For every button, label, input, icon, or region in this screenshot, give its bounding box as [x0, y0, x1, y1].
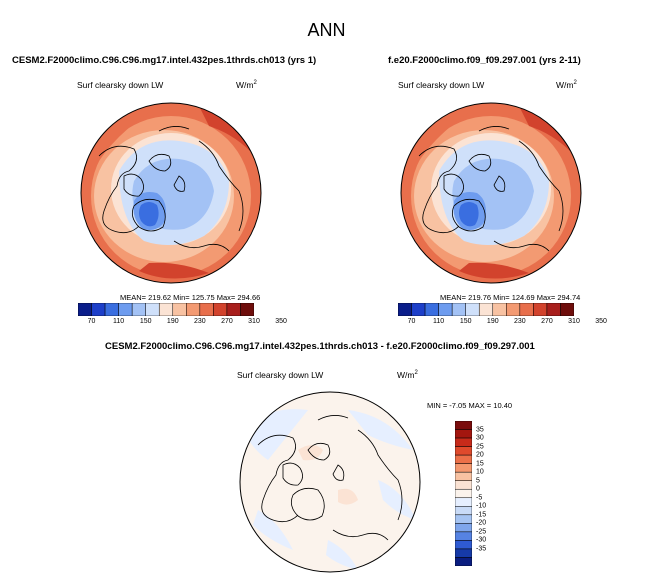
panel2-colorbar-swatch — [411, 303, 426, 316]
diff-colorbar-swatch — [455, 454, 472, 464]
panel1-polar-map — [80, 102, 262, 284]
panel1-colorbar-swatch — [91, 303, 106, 316]
panel2-title: f.e20.F2000climo.f09_f09.297.001 (yrs 2-… — [388, 55, 581, 66]
panel1-colorbar-swatch — [172, 303, 187, 316]
diff-colorbar-tick-label: 25 — [476, 443, 484, 451]
panel1-colorbar-ticks: 70 110 150 190 230 270 310 350 — [78, 318, 287, 328]
panel2-colorbar-tick-label: 270 — [541, 318, 553, 325]
panel1-colorbar-swatch — [199, 303, 214, 316]
diff-polar-map — [239, 391, 421, 573]
diff-colorbar-tick-label: 10 — [476, 468, 484, 476]
diff-colorbar-tick-label: -10 — [476, 502, 487, 510]
diff-colorbar-swatch — [455, 480, 472, 490]
diff-colorbar-tick-label: -25 — [476, 528, 487, 536]
panel1-variable-label: Surf clearsky down LW — [77, 80, 164, 90]
diff-stats: MIN = -7.05 MAX = 10.40 — [427, 401, 513, 410]
diff-variable-label: Surf clearsky down LW — [237, 370, 324, 380]
panel1-colorbar-swatch — [104, 303, 119, 316]
diff-colorbar-swatch — [455, 421, 472, 430]
panel2-colorbar-swatch — [451, 303, 466, 316]
diff-colorbar-swatch — [455, 471, 472, 481]
panel2-colorbar-swatch — [506, 303, 521, 316]
panel1-colorbar-tick-label: 190 — [166, 318, 179, 325]
panel2-colorbar-swatch — [492, 303, 507, 316]
panel2-colorbar-swatch — [478, 303, 494, 316]
panel2-colorbar — [398, 303, 574, 316]
panel1-colorbar-tick-label: 110 — [113, 318, 125, 325]
diff-colorbar-tick-label: 0 — [476, 485, 480, 493]
diff-colorbar-swatch — [455, 446, 472, 456]
diff-colorbar-swatch — [455, 437, 472, 447]
diff-colorbar-tick-label: -20 — [476, 519, 487, 527]
panel1-colorbar-swatch — [213, 303, 228, 316]
panel1-colorbar-tick-label: 230 — [194, 318, 206, 325]
diff-colorbar-swatch — [455, 557, 472, 566]
diff-units: W/m2 — [397, 370, 418, 380]
panel1-colorbar-swatch — [131, 303, 146, 316]
diff-colorbar-swatch — [455, 488, 472, 499]
diff-colorbar-swatch — [455, 429, 472, 439]
panel2-stats: MEAN= 219.76 Min= 124.69 Max= 294.74 — [440, 293, 581, 302]
panel2-colorbar-swatch — [546, 303, 561, 316]
panel1-colorbar-swatch — [240, 303, 254, 316]
diff-colorbar-tick-label: -35 — [476, 545, 487, 553]
diff-colorbar-tick-label: -5 — [476, 494, 483, 502]
panel1-units: W/m2 — [236, 80, 257, 90]
panel2-colorbar-tick-label: 350 — [595, 318, 607, 325]
panel2-colorbar-swatch — [560, 303, 574, 316]
panel1-colorbar-swatch — [145, 303, 160, 316]
panel2-colorbar-swatch — [424, 303, 439, 316]
diff-colorbar-swatch — [455, 497, 472, 507]
panel2-colorbar-tick-label: 70 — [407, 318, 416, 325]
diff-colorbar-swatch — [455, 506, 472, 516]
diff-colorbar-swatch — [455, 540, 472, 550]
panel1-colorbar-swatch — [118, 303, 133, 316]
panel2-colorbar-tick-label: 110 — [433, 318, 445, 325]
diff-colorbar-swatch — [455, 514, 472, 524]
panel1-colorbar-tick-label: 150 — [139, 318, 152, 325]
diff-panel-title: CESM2.F2000climo.C96.C96.mg17.intel.432p… — [105, 341, 535, 352]
panel2-colorbar-swatch — [398, 303, 412, 316]
panel2-colorbar-swatch — [438, 303, 453, 316]
panel2-units: W/m2 — [556, 80, 577, 90]
panel1-colorbar-swatch — [186, 303, 201, 316]
panel2-colorbar-swatch — [533, 303, 548, 316]
panel2-variable-label: Surf clearsky down LW — [398, 80, 485, 90]
panel1-colorbar-swatch — [158, 303, 174, 316]
panel1-colorbar-swatch — [226, 303, 241, 316]
diff-colorbar-tick-label: 30 — [476, 434, 484, 442]
diff-colorbar-tick-label: 5 — [476, 477, 480, 485]
panel2-colorbar-ticks: 70 110 150 190 230 270 310 350 — [398, 318, 607, 328]
diff-colorbar-swatch — [455, 523, 472, 533]
panel1-colorbar — [78, 303, 254, 316]
diff-colorbar — [455, 421, 472, 566]
panel1-stats: MEAN= 219.62 Min= 125.75 Max= 294.66 — [120, 293, 261, 302]
panel1-colorbar-tick-label: 350 — [275, 318, 287, 325]
panel1-colorbar-tick-label: 270 — [221, 318, 233, 325]
panel1-colorbar-swatch — [78, 303, 92, 316]
panel2-polar-map — [400, 102, 582, 284]
diff-colorbar-swatch — [455, 548, 472, 558]
panel2-colorbar-swatch — [519, 303, 534, 316]
diff-colorbar-swatch — [455, 463, 472, 473]
panel1-colorbar-tick-label: 70 — [87, 318, 96, 325]
diff-colorbar-swatch — [455, 531, 472, 541]
panel2-colorbar-tick-label: 230 — [514, 318, 526, 325]
diff-colorbar-tick-label: 20 — [476, 451, 484, 459]
panel2-colorbar-tick-label: 310 — [568, 318, 580, 325]
diff-colorbar-tick-label: 15 — [476, 460, 484, 468]
panel1-colorbar-tick-label: 310 — [248, 318, 260, 325]
panel2-colorbar-tick-label: 190 — [486, 318, 499, 325]
diff-colorbar-tick-label: -30 — [476, 536, 487, 544]
season-title: ANN — [307, 20, 346, 40]
diff-colorbar-tick-label: 35 — [476, 426, 484, 434]
diff-colorbar-ticks: 35 30 25 20 15 10 5 0 -5 -10 -15 -20 -25 -30 -35 — [476, 421, 506, 566]
panel2-colorbar-swatch — [465, 303, 480, 316]
diff-colorbar-tick-label: -15 — [476, 511, 487, 519]
panel2-colorbar-tick-label: 150 — [459, 318, 472, 325]
panel1-title: CESM2.F2000climo.C96.C96.mg17.intel.432p… — [12, 55, 317, 66]
